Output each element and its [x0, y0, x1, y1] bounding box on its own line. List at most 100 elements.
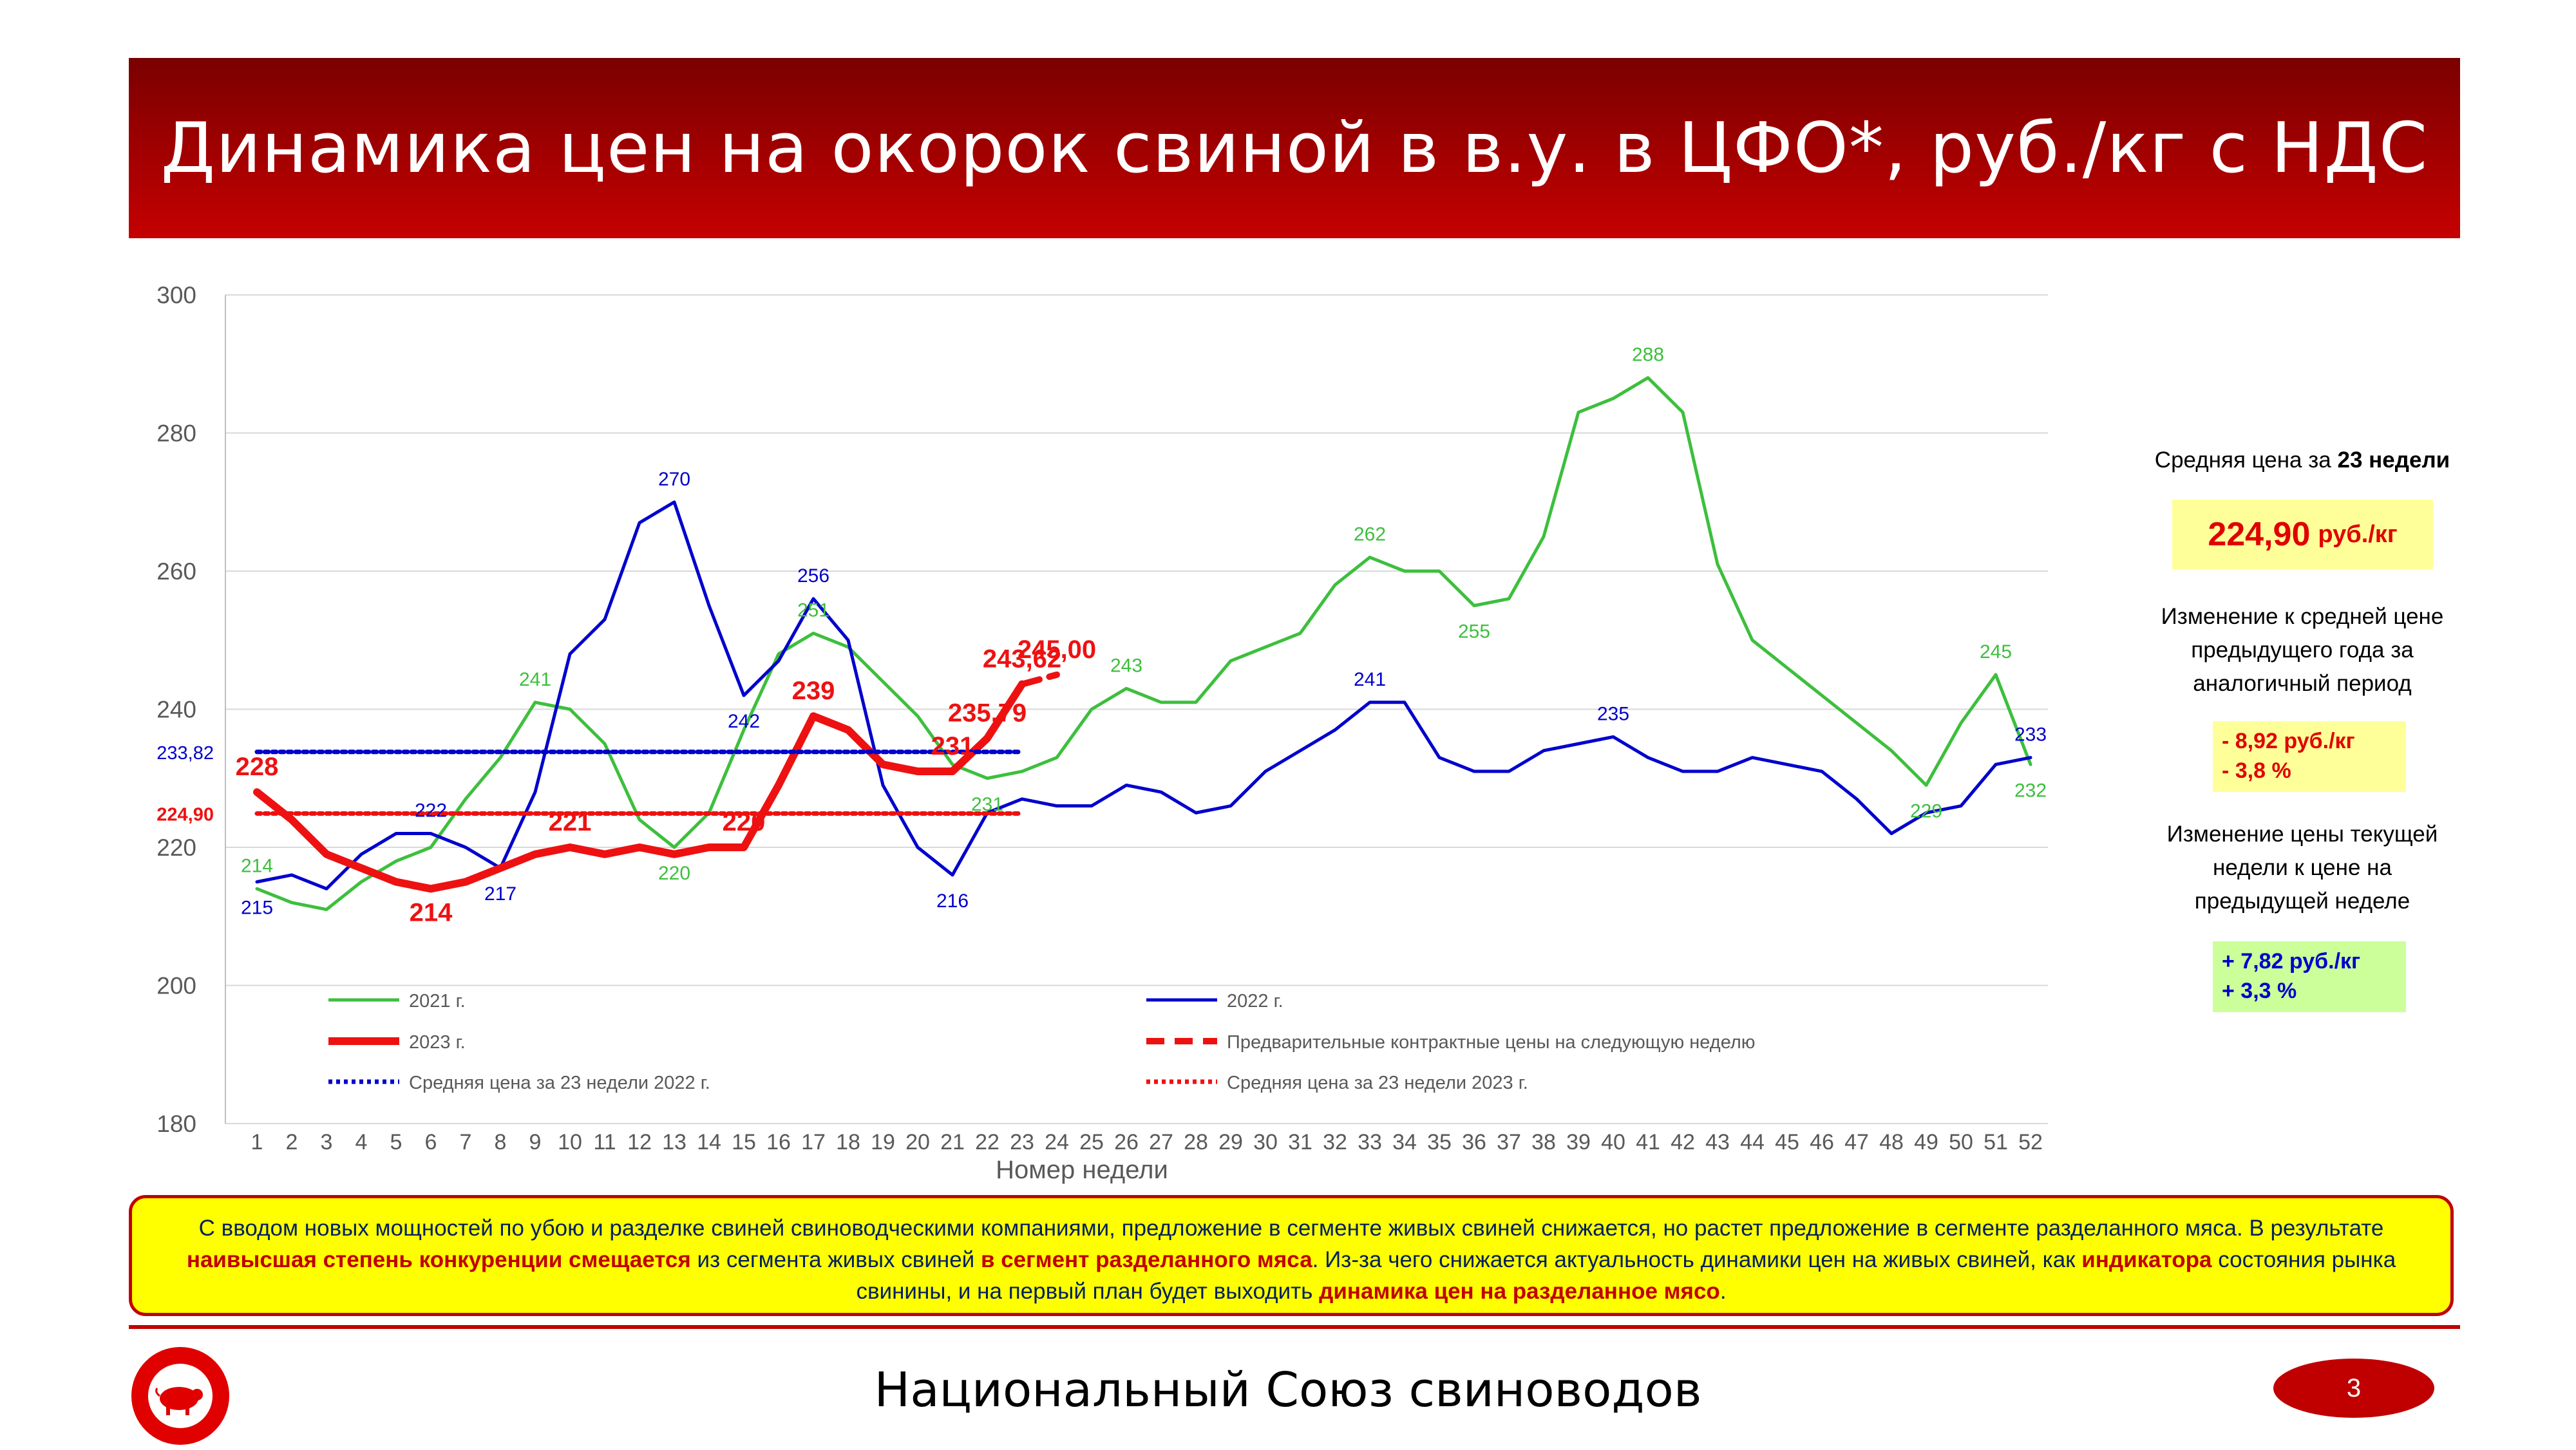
data-label: 228 — [236, 753, 279, 781]
change-week-title: Изменение цены текущей недели к цене на … — [2166, 822, 2438, 914]
x-tick-label: 9 — [529, 1130, 542, 1154]
data-label: 221 — [549, 808, 592, 836]
x-tick-label: 20 — [905, 1130, 930, 1154]
legend-label: 2023 г. — [409, 1032, 466, 1053]
x-tick-label: 4 — [355, 1130, 368, 1154]
x-tick-label: 31 — [1288, 1130, 1312, 1154]
data-label: 233 — [2014, 724, 2047, 746]
x-tick-label: 15 — [732, 1130, 756, 1154]
x-tick-label: 35 — [1427, 1130, 1452, 1154]
data-label: 214 — [410, 898, 453, 927]
page-title: Динамика цен на окорок свиной в в.у. в Ц… — [160, 108, 2429, 189]
change-week-pct: + 3,3 % — [2222, 979, 2297, 1003]
x-tick-label: 41 — [1636, 1130, 1660, 1154]
data-label: 243,62 — [983, 645, 1061, 673]
data-label: 245 — [1980, 641, 2012, 663]
change-week-abs: + 7,82 руб./кг — [2222, 949, 2361, 974]
series-line-3 — [253, 680, 1026, 893]
x-tick-label: 29 — [1218, 1130, 1243, 1154]
y-tick-label: 280 — [156, 420, 196, 447]
x-tick-label: 33 — [1358, 1130, 1382, 1154]
legend-label: Предварительные контрактные цены на след… — [1227, 1032, 1756, 1053]
change-year-abs: - 8,92 руб./кг — [2222, 729, 2355, 753]
data-label: 232 — [2014, 780, 2047, 801]
x-tick-label: 44 — [1740, 1130, 1765, 1154]
change-week-box: + 7,82 руб./кг + 3,3 % — [2213, 941, 2406, 1012]
data-label: 243 — [1110, 655, 1142, 676]
x-tick-label: 6 — [425, 1130, 437, 1154]
series-line-1 — [255, 376, 2032, 912]
x-tick-label: 21 — [940, 1130, 965, 1154]
x-tick-label: 52 — [2018, 1130, 2043, 1154]
data-label: 270 — [658, 469, 690, 490]
x-tick-label: 17 — [801, 1130, 826, 1154]
y-tick-label: 200 — [156, 973, 196, 999]
x-tick-label: 39 — [1566, 1130, 1591, 1154]
x-tick-label: 36 — [1462, 1130, 1486, 1154]
x-tick-label: 28 — [1184, 1130, 1208, 1154]
avg-line-label: 233,82 — [156, 743, 214, 764]
title-bar: Динамика цен на окорок свиной в в.у. в Ц… — [129, 58, 2460, 238]
x-tick-label: 18 — [836, 1130, 860, 1154]
x-tick-label: 24 — [1045, 1130, 1069, 1154]
x-tick-label: 3 — [321, 1130, 333, 1154]
y-tick-label: 180 — [156, 1111, 196, 1137]
data-label: 216 — [936, 890, 969, 912]
x-tick-label: 42 — [1671, 1130, 1695, 1154]
note-box: С вводом новых мощностей по убою и разде… — [129, 1195, 2454, 1316]
avg-price-unit: руб./кг — [2318, 520, 2398, 548]
x-tick-label: 11 — [593, 1130, 616, 1154]
change-year-title: Изменение к средней цене предыдущего год… — [2161, 604, 2444, 696]
x-tick-label: 8 — [495, 1130, 507, 1154]
x-tick-label: 5 — [390, 1130, 402, 1154]
data-label: 242 — [728, 711, 760, 732]
data-label: 251 — [797, 600, 829, 621]
x-tick-label: 27 — [1149, 1130, 1173, 1154]
x-tick-label: 13 — [662, 1130, 687, 1154]
data-label: 231 — [931, 732, 974, 760]
x-tick-label: 34 — [1392, 1130, 1417, 1154]
x-tick-label: 43 — [1705, 1130, 1730, 1154]
x-tick-label: 10 — [558, 1130, 582, 1154]
y-tick-label: 300 — [156, 282, 196, 308]
x-tick-label: 47 — [1844, 1130, 1869, 1154]
x-tick-label: 1 — [251, 1130, 263, 1154]
data-label: 239 — [792, 677, 835, 705]
series-line-2 — [255, 500, 2032, 890]
pig-logo-icon — [131, 1347, 229, 1445]
avg-price-value: 224,90 — [2208, 516, 2311, 553]
y-tick-label: 220 — [156, 834, 196, 861]
legend-label: 2021 г. — [409, 991, 466, 1012]
legend-label: Средняя цена за 23 недели 2023 г. — [1227, 1073, 1528, 1093]
x-tick-label: 45 — [1775, 1130, 1799, 1154]
x-tick-label: 49 — [1914, 1130, 1938, 1154]
x-tick-label: 26 — [1114, 1130, 1139, 1154]
page-number: 3 — [2273, 1359, 2434, 1418]
data-label: 231 — [971, 794, 1003, 815]
x-axis-title: Номер недели — [996, 1156, 1168, 1184]
avg-price-box: 224,90 руб./кг — [2172, 500, 2433, 569]
x-tick-label: 7 — [460, 1130, 472, 1154]
data-label: 262 — [1354, 524, 1386, 545]
data-label: 229 — [1910, 800, 1942, 822]
x-tick-label: 19 — [871, 1130, 895, 1154]
data-label: 220 — [723, 808, 766, 836]
x-tick-label: 50 — [1949, 1130, 1973, 1154]
legend-label: Средняя цена за 23 недели 2022 г. — [409, 1073, 710, 1093]
data-label: 235,79 — [948, 699, 1027, 728]
x-tick-label: 2 — [286, 1130, 298, 1154]
x-tick-label: 30 — [1253, 1130, 1278, 1154]
x-tick-label: 12 — [627, 1130, 652, 1154]
x-tick-label: 22 — [975, 1130, 999, 1154]
data-label: 255 — [1458, 621, 1490, 643]
data-label: 215 — [241, 898, 273, 919]
footer-divider — [129, 1325, 2460, 1329]
x-tick-label: 37 — [1497, 1130, 1521, 1154]
data-label: 241 — [1354, 669, 1386, 690]
change-year-pct: - 3,8 % — [2222, 758, 2291, 783]
x-tick-label: 16 — [766, 1130, 791, 1154]
data-labels: 214 241 220 251 231 243 262 255 288 229 245 232 215 2… — [156, 344, 2047, 927]
data-label: 217 — [484, 883, 516, 905]
